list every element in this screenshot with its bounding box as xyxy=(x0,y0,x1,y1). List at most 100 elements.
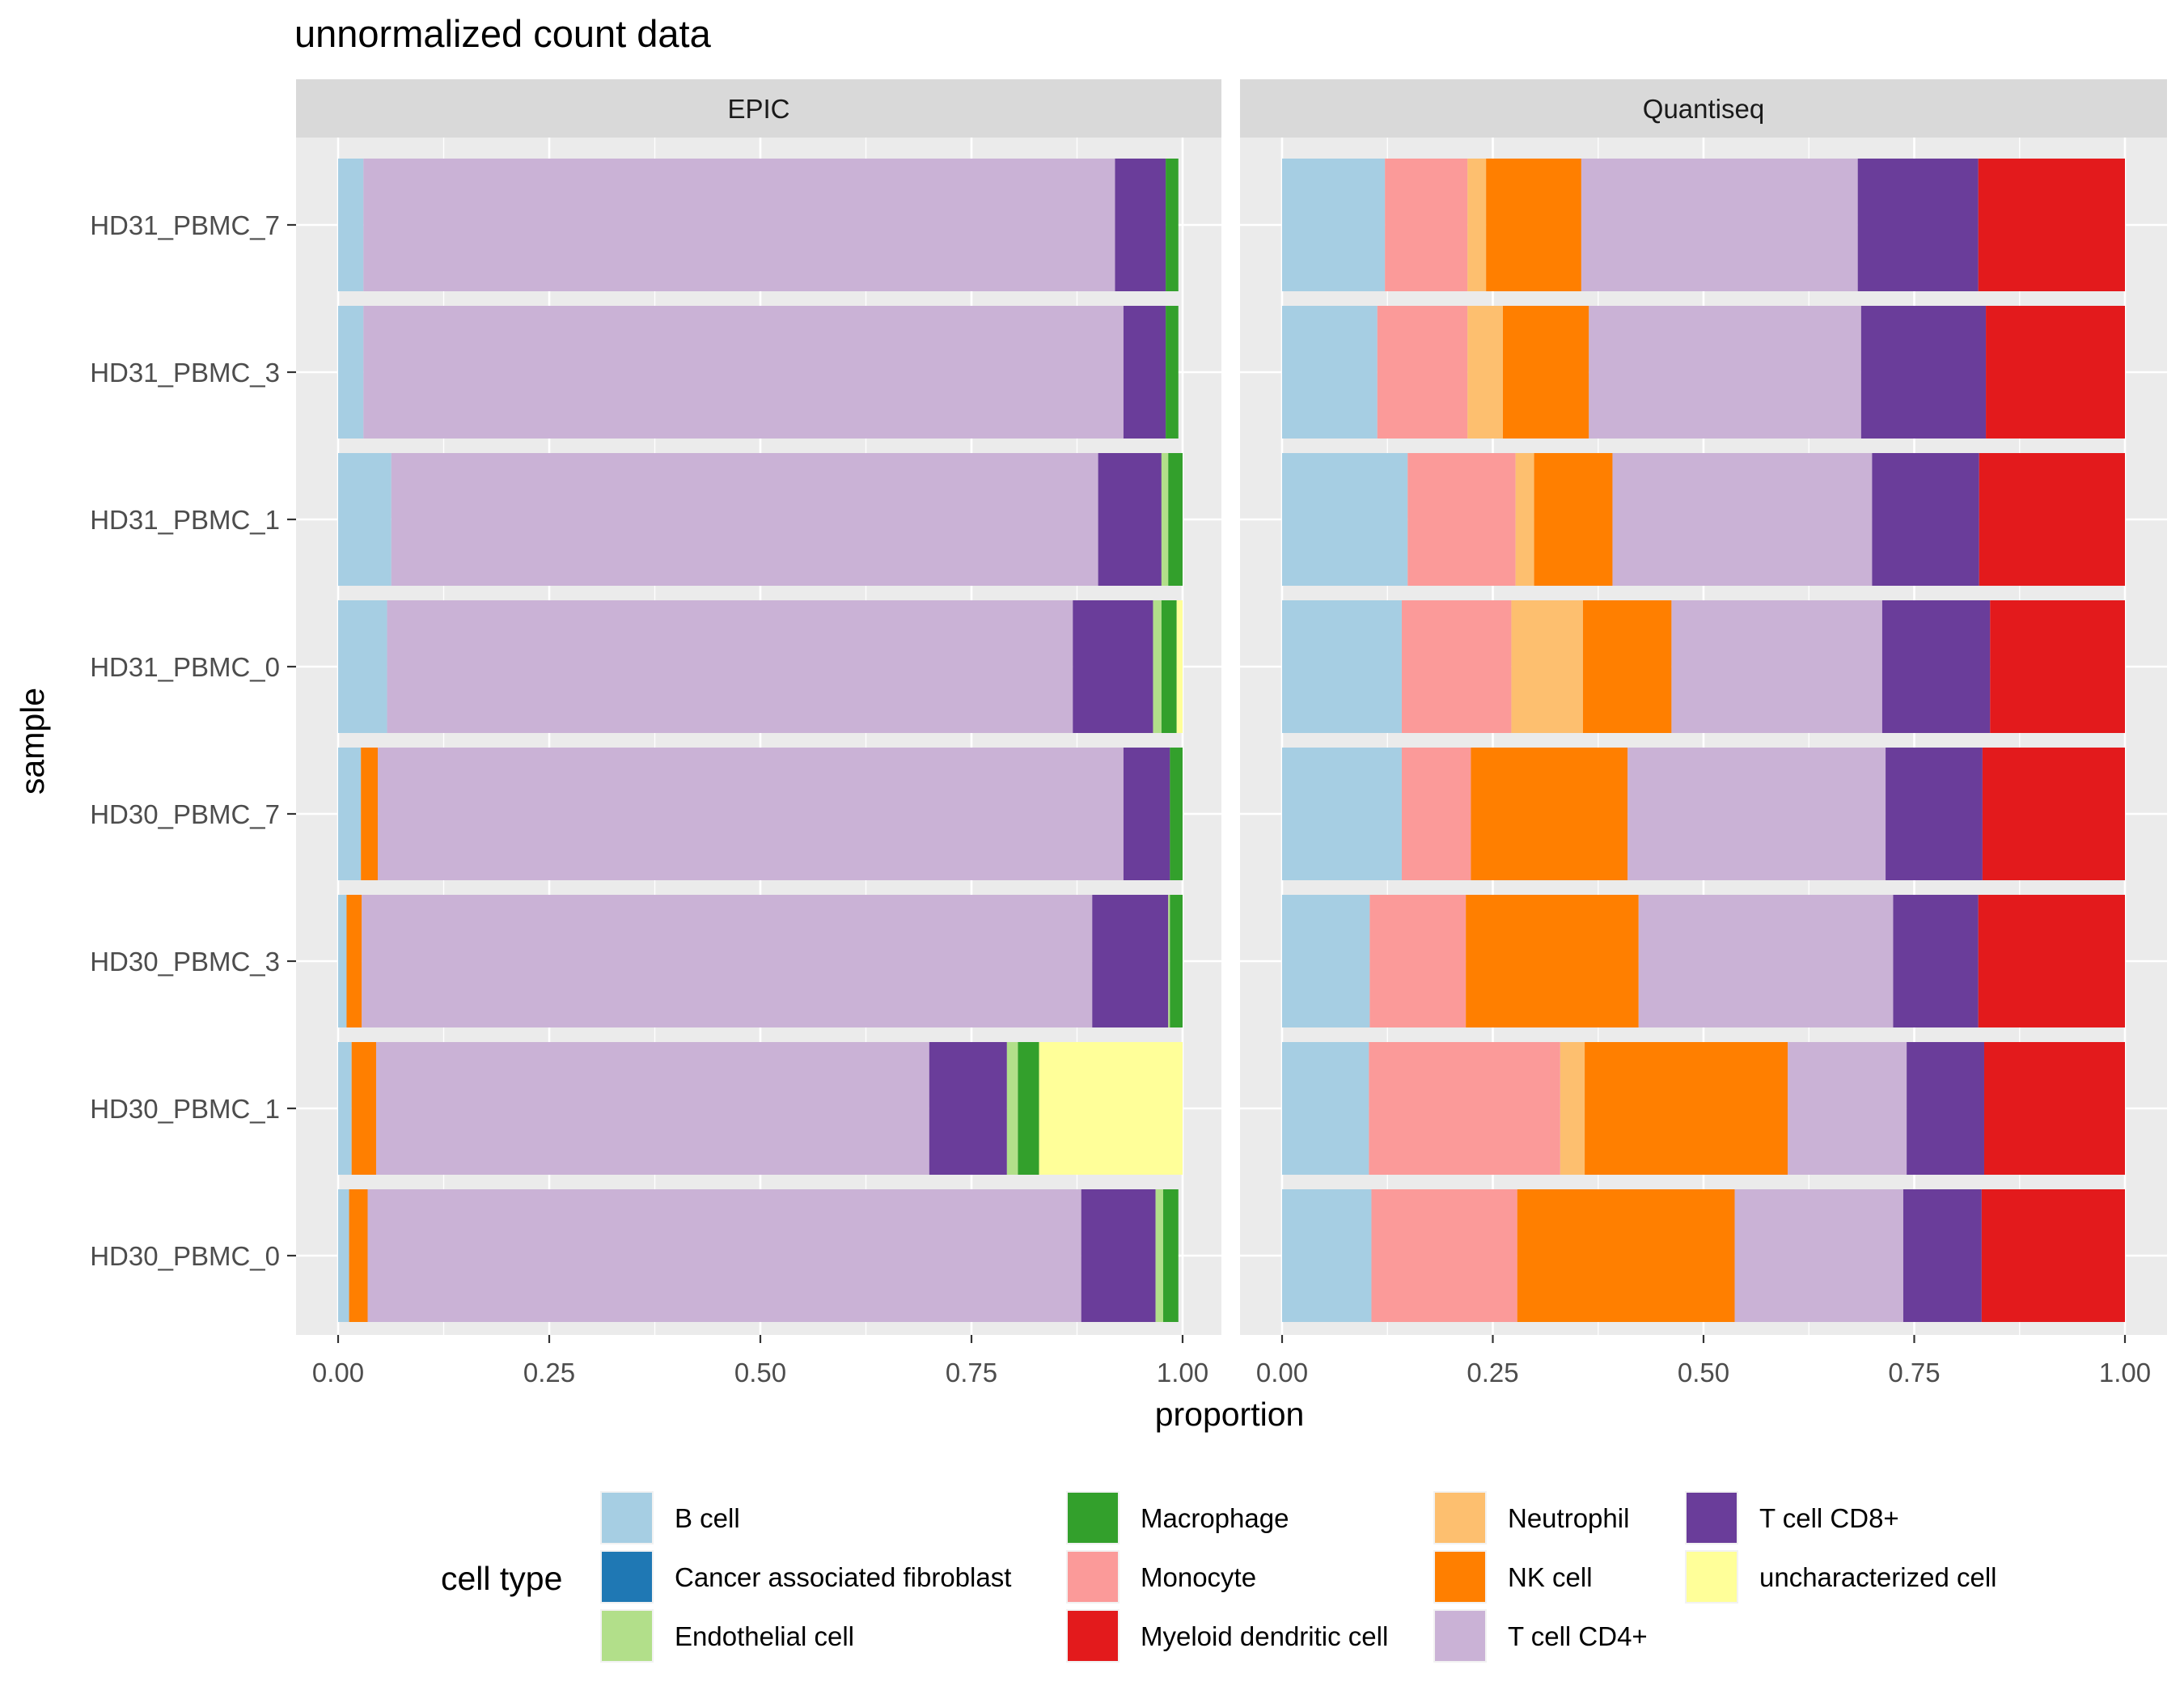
bar-segment xyxy=(367,1189,1081,1322)
bar-segment xyxy=(1115,159,1166,291)
bar-segment xyxy=(1511,600,1583,733)
facet-panels: EPIC 0.00 0.25 0.50 0.75 1.00 Quantiseq 0.00 0.2… xyxy=(296,79,2167,1388)
legend-label: T cell CD8+ xyxy=(1759,1503,1899,1533)
bar-segment xyxy=(1371,1189,1517,1322)
bar-segment xyxy=(1986,306,2125,439)
bar-segment xyxy=(1282,895,1370,1027)
legend-item: T cell CD8+ xyxy=(1685,1491,1899,1544)
legend-item: Monocyte xyxy=(1066,1550,1256,1604)
bar-segment xyxy=(1560,1042,1585,1175)
bar-segment xyxy=(1166,306,1179,439)
bar-segment xyxy=(363,306,1124,439)
y-axis: HD31_PBMC_7 HD31_PBMC_3 HD31_PBMC_1 HD31_PB… xyxy=(90,210,296,1271)
bar-segment xyxy=(338,748,362,880)
bar-segment xyxy=(1018,1042,1039,1175)
bar-segment xyxy=(1515,453,1534,586)
y-tick-label: HD31_PBMC_7 xyxy=(90,210,280,240)
y-tick-label: HD31_PBMC_1 xyxy=(90,505,280,535)
legend-item: Macrophage xyxy=(1066,1491,1289,1544)
legend-swatch xyxy=(1068,1611,1118,1661)
bar-segment xyxy=(1282,748,1402,880)
bar-segment xyxy=(1282,600,1402,733)
legend-label: Endothelial cell xyxy=(675,1621,854,1651)
bar-segment xyxy=(929,1042,1007,1175)
bar-segment xyxy=(1153,600,1162,733)
bar-segment xyxy=(1979,453,2125,586)
bar-segment xyxy=(378,748,1124,880)
bar-segment xyxy=(362,895,1093,1027)
bar-segment xyxy=(1407,453,1516,586)
bar-segment xyxy=(1166,159,1179,291)
bar-segment xyxy=(1282,453,1408,586)
legend-label: Monocyte xyxy=(1141,1562,1256,1592)
x-tick-label: 1.00 xyxy=(2099,1358,2151,1388)
bar-segment xyxy=(1098,453,1162,586)
bar-segment xyxy=(1585,1042,1788,1175)
bar-segment xyxy=(1073,600,1153,733)
bar-segment xyxy=(1978,159,2125,291)
legend-item: NK cell xyxy=(1433,1550,1593,1604)
bar-segment xyxy=(1860,306,1987,439)
bar-segment xyxy=(349,1189,368,1322)
bar-segment xyxy=(1377,306,1468,439)
bar-segment xyxy=(1893,895,1979,1027)
bar-segment xyxy=(1092,895,1169,1027)
x-tick-label: 0.50 xyxy=(734,1358,786,1388)
bar-segment xyxy=(1517,1189,1735,1322)
facet-strip xyxy=(1240,79,2167,138)
bar-segment xyxy=(1581,159,1858,291)
bar-segment xyxy=(375,1042,929,1175)
facet-panel-quantiseq: Quantiseq 0.00 0.25 0.50 0.75 1.00 xyxy=(1240,79,2167,1388)
legend-item: Cancer associated fibroblast xyxy=(600,1550,1011,1604)
bar-segment xyxy=(1589,306,1861,439)
x-tick-label: 0.00 xyxy=(1256,1358,1308,1388)
bar-segment xyxy=(1981,1189,2125,1322)
bar-segment xyxy=(351,1042,376,1175)
legend-swatch xyxy=(1687,1552,1737,1602)
bar-segment xyxy=(363,159,1115,291)
bar-segment xyxy=(338,895,347,1027)
x-axis-title: proportion xyxy=(1155,1396,1305,1433)
legend-label: NK cell xyxy=(1508,1562,1593,1592)
x-tick-label: 0.75 xyxy=(1888,1358,1940,1388)
bar-segment xyxy=(1282,1189,1372,1322)
y-tick-label: HD30_PBMC_7 xyxy=(90,799,280,829)
legend-swatch xyxy=(602,1493,652,1543)
legend-swatch xyxy=(602,1552,652,1602)
legend-label: Myeloid dendritic cell xyxy=(1141,1621,1388,1651)
bar-segment xyxy=(1369,1042,1560,1175)
bar-segment xyxy=(1734,1189,1903,1322)
x-tick-label: 1.00 xyxy=(1157,1358,1208,1388)
legend: cell type B cell Cancer associated fibrob… xyxy=(441,1491,1997,1663)
bar-segment xyxy=(1582,600,1672,733)
bar-segment xyxy=(1170,748,1183,880)
x-tick-label: 0.25 xyxy=(523,1358,575,1388)
bar-segment xyxy=(1471,748,1628,880)
legend-swatch xyxy=(1068,1493,1118,1543)
bar-segment xyxy=(1467,159,1487,291)
bar-segment xyxy=(1872,453,1979,586)
bar-segment xyxy=(1612,453,1873,586)
x-tick-label: 0.50 xyxy=(1678,1358,1729,1388)
y-tick-label: HD31_PBMC_0 xyxy=(90,652,280,682)
legend-swatch xyxy=(1435,1611,1485,1661)
bar-segment xyxy=(1881,600,1991,733)
bar-segment xyxy=(1123,306,1166,439)
x-tick-label: 0.00 xyxy=(312,1358,364,1388)
bar-segment xyxy=(1282,1042,1369,1175)
bar-segment xyxy=(338,1189,349,1322)
bar-segment xyxy=(1903,1189,1982,1322)
bar-segment xyxy=(1006,1042,1018,1175)
legend-item: B cell xyxy=(600,1491,740,1544)
legend-item: Neutrophil xyxy=(1433,1491,1629,1544)
bar-segment xyxy=(1671,600,1882,733)
bar-segment xyxy=(1638,895,1894,1027)
bar-segment xyxy=(1161,453,1169,586)
legend-swatch xyxy=(1068,1552,1118,1602)
legend-item: T cell CD4+ xyxy=(1433,1609,1648,1663)
bar-segment xyxy=(338,453,392,586)
bar-segment xyxy=(346,895,362,1027)
bar-segment xyxy=(387,600,1073,733)
legend-swatch xyxy=(602,1611,652,1661)
legend-label: uncharacterized cell xyxy=(1759,1562,1997,1592)
